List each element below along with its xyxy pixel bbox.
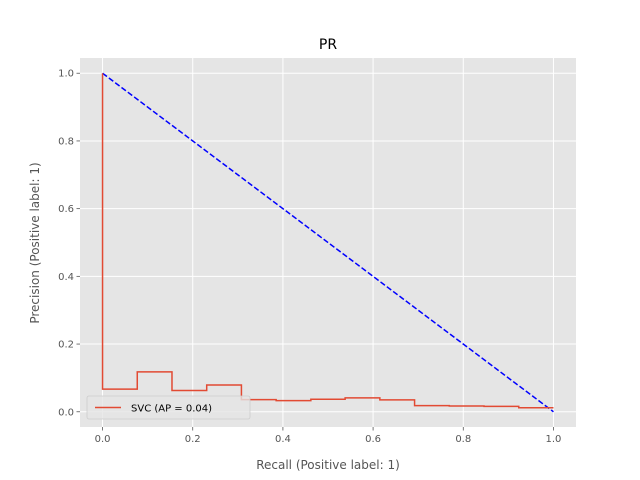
- x-tick-label: 0.0: [95, 434, 111, 445]
- x-tick-label: 0.6: [365, 434, 381, 445]
- x-tick-label: 1.0: [546, 434, 562, 445]
- y-axis-label: Precision (Positive label: 1): [28, 162, 42, 323]
- x-tick-label: 0.8: [455, 434, 471, 445]
- x-axis-label: Recall (Positive label: 1): [256, 458, 400, 472]
- svc-pr-curve: [101, 73, 554, 409]
- chart-title: PR: [319, 37, 337, 53]
- legend: SVC (AP = 0.04): [86, 395, 251, 420]
- legend-box: [86, 395, 251, 420]
- x-tick-label: 0.4: [275, 434, 291, 445]
- y-tick-label: 0.2: [58, 340, 74, 351]
- random-baseline-line: [102, 72, 554, 413]
- y-tick-label: 0.8: [58, 136, 74, 147]
- y-tick-label: 0.4: [58, 272, 74, 283]
- y-tick-label: 0.6: [58, 204, 74, 215]
- x-tick-label: 0.2: [185, 434, 201, 445]
- y-tick-label: 1.0: [58, 69, 74, 80]
- legend-label-svc: SVC (AP = 0.04): [131, 404, 212, 415]
- y-tick-label: 0.0: [58, 407, 74, 418]
